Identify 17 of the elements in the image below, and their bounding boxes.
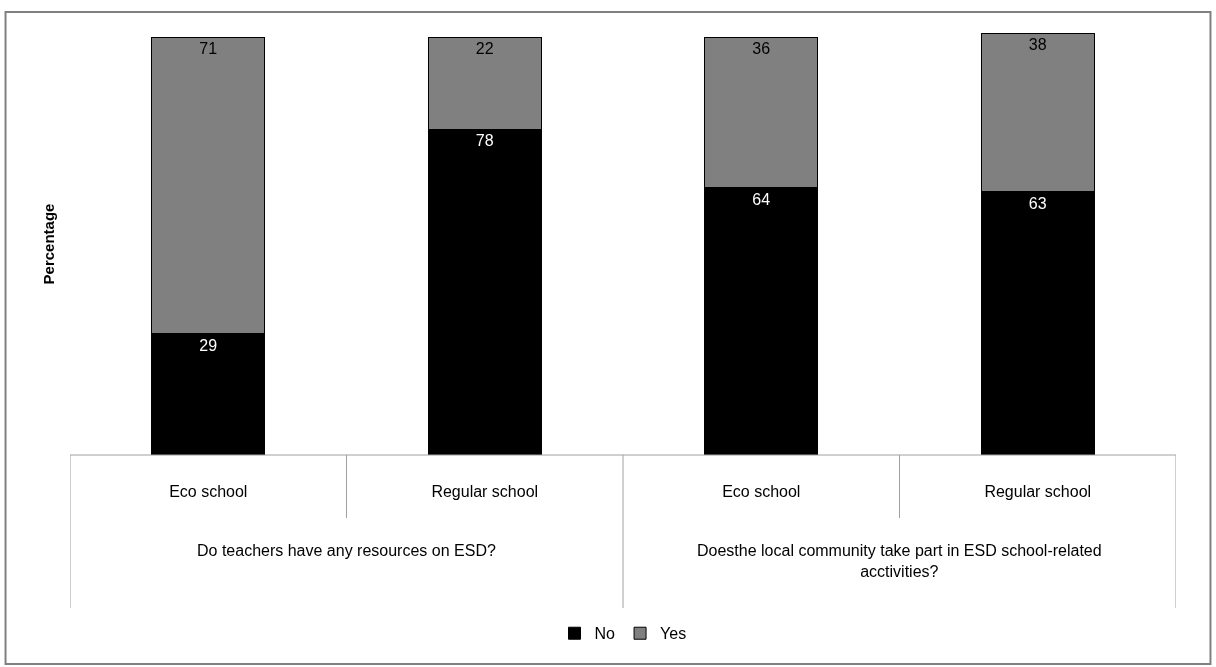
x-tick-label: Regular school (431, 483, 539, 500)
data-label: 38 (1028, 36, 1047, 53)
data-label: 36 (752, 40, 771, 58)
text: Do teachers have any resources on ESD? (197, 542, 496, 559)
text: Doesthe local community take part in ESD school-related acctivities? (697, 542, 1102, 580)
y-axis-title: Percentage (40, 203, 58, 285)
data-label: 29 (199, 336, 218, 354)
data-label: 63 (1028, 194, 1047, 212)
data-label: 78 (475, 132, 494, 150)
x-tick-label: Regular school (984, 483, 1092, 500)
x-tick-label: Eco school (169, 483, 248, 500)
legend-label: No (594, 625, 616, 643)
data-label: 64 (752, 190, 771, 208)
x-tick-label: Eco school (722, 483, 801, 500)
data-label: 71 (199, 40, 218, 58)
legend-label: Yes (660, 625, 687, 643)
data-label: 22 (475, 40, 494, 58)
